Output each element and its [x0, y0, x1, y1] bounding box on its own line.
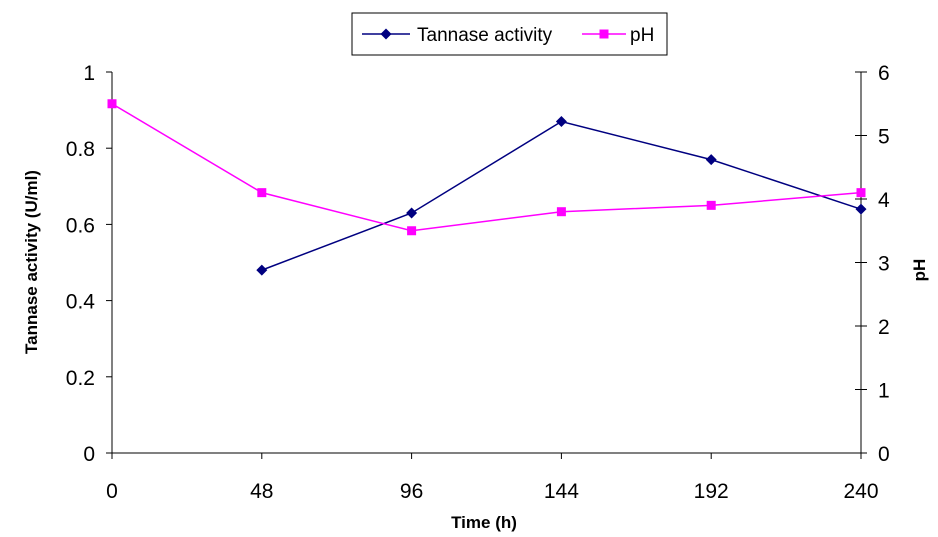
left-tick-label: 0 — [83, 443, 95, 466]
series-layer — [107, 99, 867, 276]
data-point-tannase-activity — [705, 154, 717, 166]
left-ticks: 0 0.2 0.4 0.6 0.8 1 — [66, 62, 112, 466]
left-tick-label: 0.2 — [66, 367, 95, 390]
right-tick-label: 3 — [878, 253, 890, 276]
right-ticks: 0 1 2 3 4 5 6 — [855, 62, 890, 466]
right-tick-label: 4 — [878, 189, 890, 212]
right-axis-title: pH — [910, 259, 929, 282]
legend-marker-tannase — [380, 28, 392, 40]
x-tick-label: 192 — [694, 480, 729, 503]
legend-label-ph: pH — [630, 25, 654, 46]
right-tick-label: 5 — [878, 126, 890, 149]
data-point-ph — [556, 207, 566, 217]
left-tick-label: 0.4 — [66, 291, 96, 314]
right-tick-label: 0 — [878, 443, 890, 466]
left-axis-title: Tannase activity (U/ml) — [22, 170, 41, 354]
legend-item-tannase: Tannase activity — [362, 25, 553, 46]
data-point-tannase-activity — [555, 116, 567, 128]
x-tick-label: 96 — [400, 480, 423, 503]
legend-marker-ph — [599, 29, 609, 39]
left-tick-label: 0.8 — [66, 138, 95, 161]
axes — [111, 72, 862, 454]
left-tick-label: 1 — [83, 62, 95, 85]
data-point-ph — [407, 226, 417, 236]
x-axis-title: Time (h) — [451, 513, 517, 532]
series-line-tannase-activity — [261, 120, 862, 271]
x-tick-label: 48 — [250, 480, 273, 503]
x-tick-label: 144 — [544, 480, 579, 503]
right-tick-label: 6 — [878, 62, 890, 85]
data-point-ph — [107, 99, 117, 109]
x-ticks: 0 48 96 144 192 240 — [106, 453, 879, 503]
right-tick-label: 2 — [878, 316, 890, 339]
data-point-ph — [706, 200, 716, 210]
data-point-tannase-activity — [406, 207, 418, 219]
data-point-ph — [856, 188, 866, 198]
x-tick-label: 240 — [843, 480, 878, 503]
right-tick-label: 1 — [878, 380, 890, 403]
series-line-ph — [111, 103, 862, 232]
legend-label-tannase: Tannase activity — [417, 25, 553, 46]
x-tick-label: 0 — [106, 480, 118, 503]
legend: Tannase activity pH — [351, 12, 668, 56]
data-point-tannase-activity — [855, 203, 867, 215]
data-point-tannase-activity — [256, 264, 268, 276]
left-tick-label: 0.6 — [66, 214, 95, 237]
legend-item-ph: pH — [582, 25, 654, 46]
data-point-ph — [257, 188, 267, 198]
